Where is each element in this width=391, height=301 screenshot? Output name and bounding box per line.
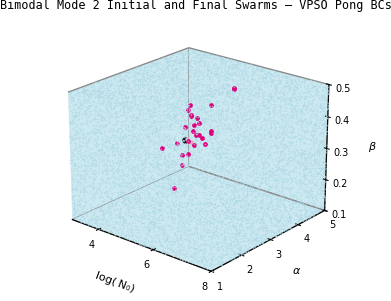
Y-axis label: α: α <box>293 266 300 277</box>
Title: Bimodal Mode 2 Initial and Final Swarms – VPSO Pong BCs: Bimodal Mode 2 Initial and Final Swarms … <box>0 0 391 13</box>
X-axis label: log( N₀): log( N₀) <box>94 270 136 294</box>
